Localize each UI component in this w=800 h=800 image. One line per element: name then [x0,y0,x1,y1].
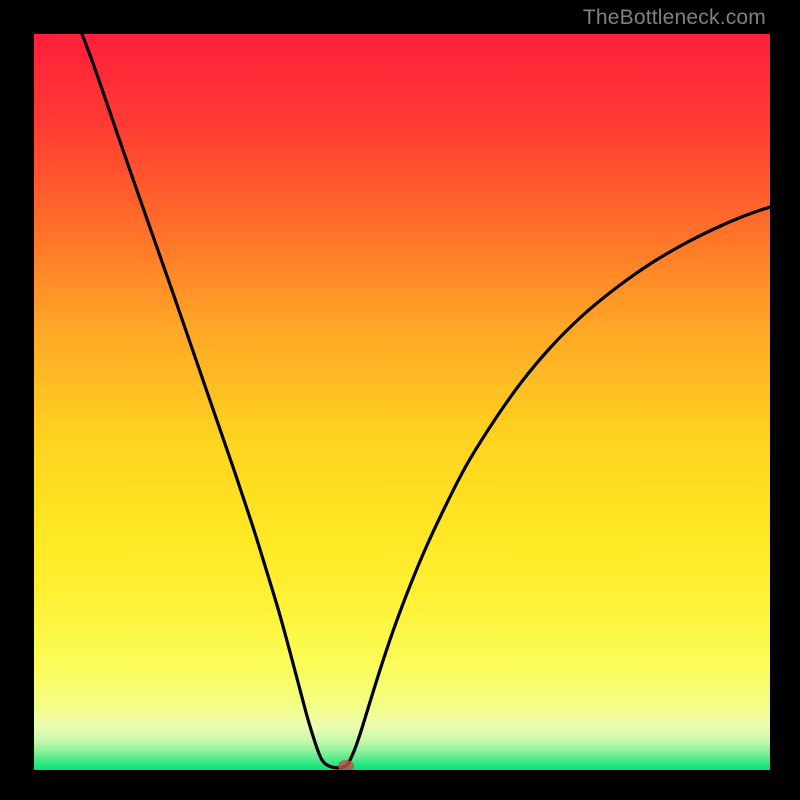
chart-canvas [34,34,770,770]
watermark-text: TheBottleneck.com [583,6,766,30]
frame-left [0,0,34,800]
gradient-background [34,34,770,770]
frame-bottom [0,770,800,800]
plot-area [34,34,770,770]
frame-right [770,0,800,800]
